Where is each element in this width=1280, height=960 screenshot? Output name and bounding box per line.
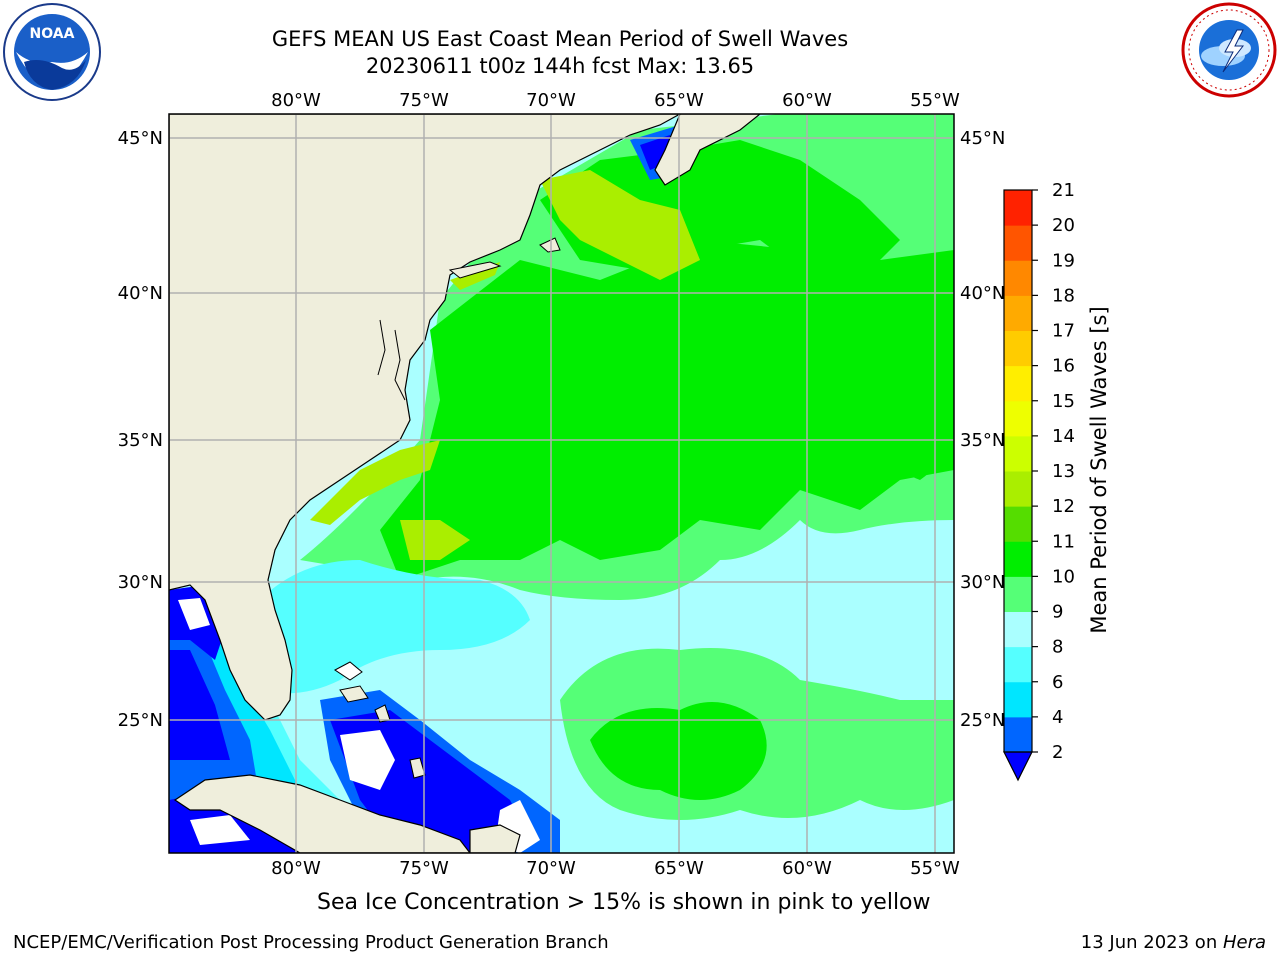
colorbar-tick-label: 9 — [1052, 602, 1063, 623]
lon-label-bottom: 70°W — [526, 858, 576, 879]
lat-label-left: 45°N — [118, 128, 163, 149]
lon-label-bottom: 55°W — [910, 858, 960, 879]
lon-label-top: 70°W — [526, 90, 576, 111]
nws-logo-icon — [1181, 2, 1277, 98]
swell-field — [169, 114, 954, 853]
colorbar-under-arrow — [1003, 751, 1033, 782]
lat-label-left: 25°N — [118, 710, 163, 731]
colorbar-tick-label: 14 — [1052, 426, 1075, 447]
sea-ice-note: Sea Ice Concentration > 15% is shown in … — [317, 890, 931, 915]
colorbar-segment — [1004, 365, 1032, 402]
lat-label-left: 35°N — [118, 430, 163, 451]
lon-label-top: 55°W — [910, 90, 960, 111]
lon-label-bottom: 80°W — [271, 858, 321, 879]
map-frame — [168, 113, 955, 854]
lat-label-right: 35°N — [960, 430, 1005, 451]
lon-label-top: 80°W — [271, 90, 321, 111]
footer-date: 13 Jun 2023 on Hera — [1081, 932, 1266, 953]
colorbar-tick-label: 18 — [1052, 285, 1075, 306]
footer-host: Hera — [1222, 932, 1266, 953]
colorbar-segment — [1004, 541, 1032, 577]
lon-label-top: 60°W — [782, 90, 832, 111]
lat-label-right: 30°N — [960, 572, 1005, 593]
map-title: GEFS MEAN US East Coast Mean Period of S… — [271, 27, 849, 51]
lon-label-bottom: 75°W — [399, 858, 449, 879]
colorbar-tick-label: 17 — [1052, 321, 1075, 342]
colorbar-tick-label: 4 — [1052, 707, 1063, 728]
lon-label-bottom: 60°W — [782, 858, 832, 879]
colorbar-segment — [1004, 400, 1032, 437]
colorbar-segment — [1004, 435, 1032, 472]
footer-credit: NCEP/EMC/Verification Post Processing Pr… — [13, 932, 609, 953]
colorbar-segment — [1004, 225, 1032, 261]
colorbar-tick-label: 15 — [1052, 391, 1075, 412]
colorbar-tick-label: 10 — [1052, 566, 1075, 587]
colorbar-tick-label: 16 — [1052, 356, 1075, 377]
colorbar-tick-label: 12 — [1052, 496, 1075, 517]
colorbar-tick-label: 11 — [1052, 531, 1075, 552]
colorbar-segment — [1004, 646, 1032, 683]
lon-label-bottom: 65°W — [654, 858, 704, 879]
colorbar-segment — [1004, 190, 1032, 226]
colorbar-label: Mean Period of Swell Waves [s] — [1087, 306, 1111, 633]
colorbar: 2 4 6 8 9 10 11 12 13 14 15 16 17 18 19 20 21 — [1003, 180, 1075, 782]
colorbar-segment — [1004, 506, 1032, 542]
lat-label-right: 45°N — [960, 128, 1005, 149]
graticule — [169, 114, 954, 853]
lat-label-left: 30°N — [118, 572, 163, 593]
colorbar-tick-label: 20 — [1052, 215, 1075, 236]
footer-date-text: 13 Jun 2023 on — [1080, 932, 1223, 953]
lat-label-right: 25°N — [960, 710, 1005, 731]
colorbar-segment — [1004, 681, 1032, 718]
colorbar-segment — [1004, 611, 1032, 648]
noaa-logo-icon: NOAA — [3, 3, 101, 101]
colorbar-tick-label: 8 — [1052, 637, 1063, 658]
colorbar-tick-label: 21 — [1052, 180, 1075, 201]
colorbar-tick-label: 6 — [1052, 672, 1063, 693]
lat-label-right: 40°N — [960, 283, 1005, 304]
colorbar-segment — [1004, 471, 1032, 507]
colorbar-segment — [1004, 260, 1032, 296]
svg-text:NOAA: NOAA — [30, 26, 75, 42]
lat-label-left: 40°N — [118, 283, 163, 304]
colorbar-tick-label: 13 — [1052, 461, 1075, 482]
lon-label-top: 65°W — [654, 90, 704, 111]
lon-label-top: 75°W — [399, 90, 449, 111]
colorbar-tick-label: 19 — [1052, 250, 1075, 271]
colorbar-tick-label: 2 — [1052, 742, 1063, 763]
colorbar-segment — [1004, 295, 1032, 331]
colorbar-segment — [1004, 330, 1032, 367]
colorbar-segment — [1004, 716, 1032, 753]
map-subtitle: 20230611 t00z 144h fcst Max: 13.65 — [365, 54, 755, 78]
colorbar-segment — [1004, 576, 1032, 612]
